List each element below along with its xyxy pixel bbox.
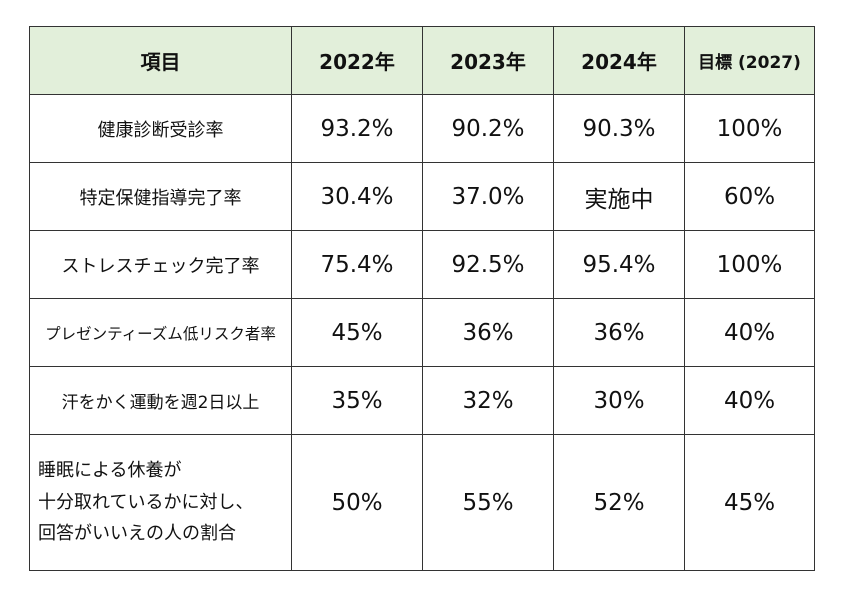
item-exercise-twice-weekly: 汗をかく運動を週2日以上 (29, 366, 292, 435)
item-presenteeism-low-risk-rate: プレゼンティーズム低リスク者率 (29, 298, 292, 367)
item-line: 睡眠による休養が (38, 460, 182, 482)
value-2024: 52% (553, 434, 685, 571)
table-row: プレゼンティーズム低リスク者率 45% 36% 36% 40% (29, 298, 815, 367)
item-line: 回答がいいえの人の割合 (38, 523, 236, 545)
table-row: 健康診断受診率 93.2% 90.2% 90.3% 100% (29, 94, 815, 163)
value-target: 45% (684, 434, 815, 571)
table-header: 項目 2022年 2023年 2024年 目標 (2027) (29, 26, 815, 95)
value-2022: 45% (291, 298, 423, 367)
value-target: 100% (684, 230, 815, 299)
table-row: 睡眠による休養が 十分取れているかに対し、 回答がいいえの人の割合 50% 55… (29, 434, 815, 571)
item-sleep-rest-insufficient-rate: 睡眠による休養が 十分取れているかに対し、 回答がいいえの人の割合 (29, 434, 292, 571)
item-specific-health-guidance-rate: 特定保健指導完了率 (29, 162, 292, 231)
header-2022: 2022年 (291, 26, 423, 95)
health-metrics-table: 項目 2022年 2023年 2024年 目標 (2027) 健康診断受診率 9… (29, 26, 815, 571)
value-2023: 90.2% (422, 94, 554, 163)
value-2022: 35% (291, 366, 423, 435)
value-target: 100% (684, 94, 815, 163)
value-2023: 55% (422, 434, 554, 571)
value-2023: 92.5% (422, 230, 554, 299)
value-target: 60% (684, 162, 815, 231)
value-2022: 50% (291, 434, 423, 571)
table-body: 健康診断受診率 93.2% 90.2% 90.3% 100% 特定保健指導完了率… (29, 94, 815, 571)
item-stress-check-rate: ストレスチェック完了率 (29, 230, 292, 299)
table-row: 汗をかく運動を週2日以上 35% 32% 30% 40% (29, 366, 815, 435)
value-2022: 30.4% (291, 162, 423, 231)
value-2024: 実施中 (553, 162, 685, 231)
value-2023: 32% (422, 366, 554, 435)
value-2024: 36% (553, 298, 685, 367)
header-row: 項目 2022年 2023年 2024年 目標 (2027) (29, 26, 815, 95)
table-row: 特定保健指導完了率 30.4% 37.0% 実施中 60% (29, 162, 815, 231)
value-target: 40% (684, 298, 815, 367)
value-2024: 30% (553, 366, 685, 435)
value-2023: 36% (422, 298, 554, 367)
item-health-checkup-rate: 健康診断受診率 (29, 94, 292, 163)
value-2022: 75.4% (291, 230, 423, 299)
header-2024: 2024年 (553, 26, 685, 95)
header-target-2027: 目標 (2027) (684, 26, 815, 95)
value-2024: 95.4% (553, 230, 685, 299)
value-2022: 93.2% (291, 94, 423, 163)
item-line: 十分取れているかに対し、 (38, 491, 254, 513)
header-item: 項目 (29, 26, 292, 95)
table-row: ストレスチェック完了率 75.4% 92.5% 95.4% 100% (29, 230, 815, 299)
value-2023: 37.0% (422, 162, 554, 231)
value-2024: 90.3% (553, 94, 685, 163)
value-target: 40% (684, 366, 815, 435)
header-2023: 2023年 (422, 26, 554, 95)
